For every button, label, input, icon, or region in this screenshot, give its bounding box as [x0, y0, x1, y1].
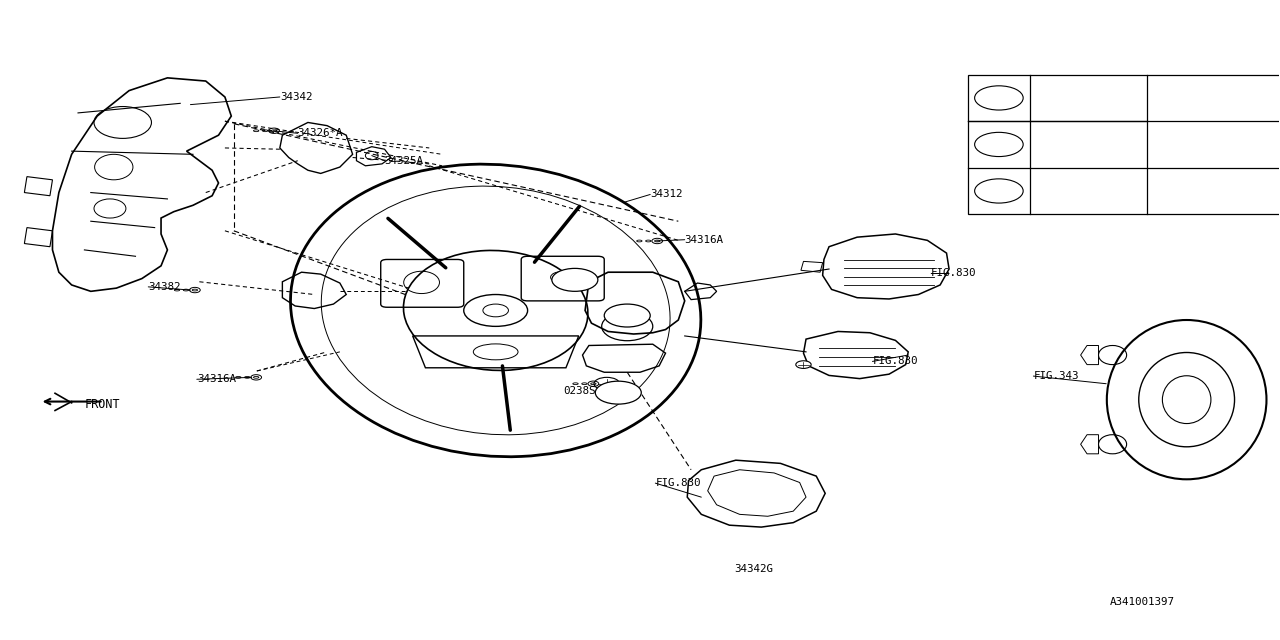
Text: 34327: 34327	[1037, 93, 1069, 103]
Text: 34316A: 34316A	[197, 374, 236, 384]
Text: 1: 1	[996, 93, 1002, 103]
Circle shape	[974, 179, 1023, 203]
Text: 34326*B: 34326*B	[1037, 140, 1082, 150]
Text: 34325A: 34325A	[384, 156, 424, 166]
Text: 2: 2	[996, 140, 1002, 150]
Text: FIG.830: FIG.830	[655, 478, 701, 488]
Circle shape	[796, 361, 812, 369]
Text: 3: 3	[996, 186, 1002, 196]
Text: 34342: 34342	[280, 92, 312, 102]
Text: 34351: 34351	[1037, 186, 1069, 196]
Text: FIG.830: FIG.830	[873, 356, 918, 367]
Circle shape	[974, 132, 1023, 157]
Text: A341001397: A341001397	[1110, 596, 1175, 607]
Circle shape	[463, 294, 527, 326]
Text: 34312: 34312	[650, 189, 682, 200]
Text: FIG.343: FIG.343	[1033, 371, 1079, 381]
Circle shape	[974, 86, 1023, 110]
Circle shape	[552, 268, 598, 291]
Text: FIG.830: FIG.830	[932, 269, 977, 278]
Ellipse shape	[403, 250, 588, 371]
Circle shape	[604, 304, 650, 327]
Text: 3: 3	[572, 275, 579, 285]
Text: 34382: 34382	[148, 282, 180, 292]
Text: <'11MY1010- >: <'11MY1010- >	[1155, 116, 1236, 126]
Bar	[968, 75, 1280, 214]
Text: FRONT: FRONT	[84, 397, 120, 411]
Text: 2: 2	[616, 388, 621, 397]
Circle shape	[595, 381, 641, 404]
Text: <'11MY1101- >: <'11MY1101- >	[1155, 186, 1236, 196]
Text: 1: 1	[625, 310, 630, 321]
Text: 34326*A: 34326*A	[298, 128, 343, 138]
Text: 34316A: 34316A	[685, 235, 723, 244]
Text: 34342G: 34342G	[735, 563, 773, 573]
Circle shape	[594, 378, 620, 390]
Text: 0238S: 0238S	[563, 387, 596, 396]
